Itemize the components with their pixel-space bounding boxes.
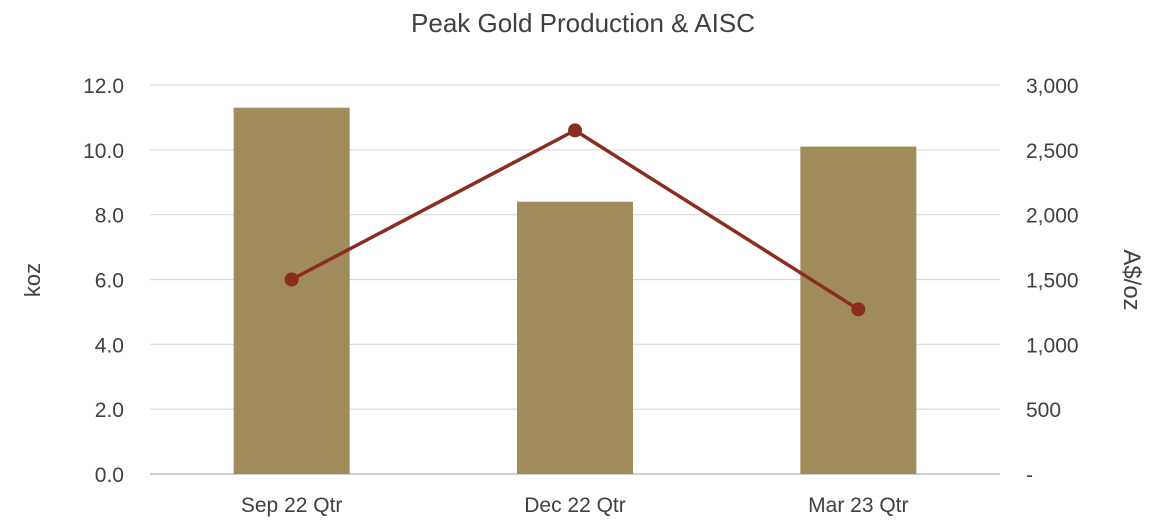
- category-axis-ticks: Sep 22 Qtr Dec 22 Qtr Mar 23 Qtr: [241, 494, 909, 517]
- line-series: [284, 123, 866, 317]
- bar: [233, 107, 350, 475]
- left-tick-label: 4.0: [95, 334, 124, 357]
- right-tick-label: 2,500: [1026, 140, 1079, 163]
- right-axis-ticks: - 500 1,000 1,500 2,000 2,500 3,000: [1026, 75, 1079, 487]
- left-tick-label: 0.0: [95, 464, 124, 487]
- right-axis-label: A$/oz: [1118, 249, 1145, 310]
- line-point: [568, 123, 582, 138]
- left-tick-label: 6.0: [95, 270, 124, 293]
- left-axis-label: koz: [20, 263, 45, 297]
- left-tick-label: 12.0: [83, 75, 124, 98]
- left-tick-label: 2.0: [95, 399, 124, 422]
- category-label: Mar 23 Qtr: [808, 494, 908, 517]
- bar: [517, 201, 633, 474]
- line-point: [851, 302, 866, 317]
- right-tick-label: 3,000: [1026, 75, 1079, 98]
- right-tick-label: 500: [1026, 399, 1061, 422]
- left-axis-ticks: 0.0 2.0 4.0 6.0 8.0 10.0 12.0: [83, 75, 124, 487]
- left-tick-label: 10.0: [83, 140, 124, 163]
- right-tick-label: -: [1026, 464, 1033, 487]
- line-point: [284, 272, 299, 287]
- right-tick-label: 1,500: [1026, 270, 1079, 293]
- right-tick-label: 1,000: [1026, 334, 1079, 357]
- category-label: Sep 22 Qtr: [241, 494, 343, 517]
- right-tick-label: 2,000: [1026, 205, 1079, 228]
- chart-title: Peak Gold Production & AISC: [411, 8, 755, 38]
- category-label: Dec 22 Qtr: [524, 494, 626, 517]
- bar-series: [233, 107, 917, 475]
- left-tick-label: 8.0: [95, 205, 124, 228]
